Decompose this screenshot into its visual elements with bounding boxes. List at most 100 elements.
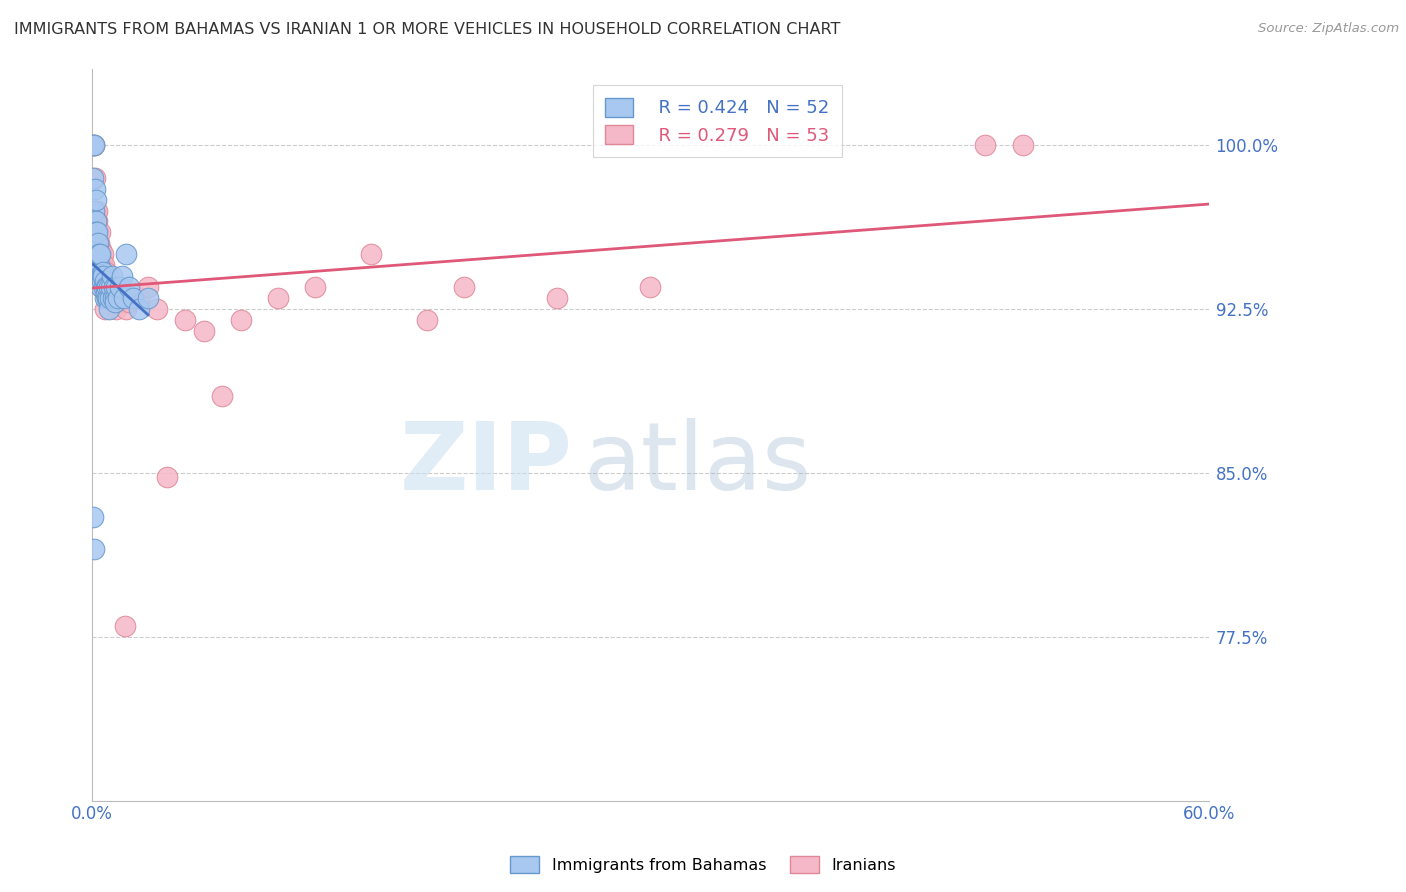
Point [90,247,112,261]
Point [122,291,145,305]
Point [146,301,169,316]
Point [94,273,117,287]
Point [453,280,475,294]
Point [111,291,134,305]
Point [114,301,136,316]
Point [91,252,114,266]
Point [114,247,136,261]
Point [98,280,121,294]
Legend: Immigrants from Bahamas, Iranians: Immigrants from Bahamas, Iranians [503,849,903,880]
Point [229,313,252,327]
Point [107,291,129,305]
Point [108,295,131,310]
Point [111,269,134,284]
Point [103,286,125,301]
Point [89,269,111,284]
Point [155,470,177,484]
Point [100,291,122,305]
Point [97,291,120,305]
Point [98,291,121,305]
Point [91,273,114,287]
Point [83,203,105,218]
Point [93,280,115,294]
Point [101,291,124,305]
Point [100,291,122,305]
Point [97,286,120,301]
Point [84,182,107,196]
Legend:   R = 0.424   N = 52,   R = 0.279   N = 53: R = 0.424 N = 52, R = 0.279 N = 53 [593,85,842,157]
Point [96,280,118,294]
Point [83,138,105,153]
Point [90,269,112,284]
Point [100,269,122,284]
Point [84,193,107,207]
Point [112,291,135,305]
Point [96,291,118,305]
Point [87,236,110,251]
Point [104,295,127,310]
Text: Source: ZipAtlas.com: Source: ZipAtlas.com [1258,22,1399,36]
Point [128,291,150,305]
Point [82,138,104,153]
Point [118,295,141,310]
Point [91,265,114,279]
Point [1011,138,1033,153]
Point [84,214,107,228]
Point [83,138,105,153]
Point [84,203,107,218]
Point [174,313,197,327]
Point [93,269,115,284]
Point [87,236,110,251]
Point [90,280,112,294]
Point [136,291,159,305]
Point [93,258,115,272]
Point [101,295,124,310]
Point [84,170,107,185]
Point [84,226,107,240]
Point [86,226,108,240]
Point [94,265,117,279]
Point [974,138,997,153]
Point [86,236,108,251]
Point [108,280,131,294]
Point [96,280,118,294]
Point [89,247,111,261]
Text: atlas: atlas [583,417,811,510]
Point [93,247,115,261]
Point [546,291,568,305]
Point [105,280,128,294]
Point [97,280,120,294]
Point [360,247,382,261]
Point [90,269,112,284]
Point [640,280,662,294]
Point [97,269,120,284]
Point [90,243,112,257]
Point [94,301,117,316]
Point [87,236,110,251]
Point [87,226,110,240]
Point [118,280,141,294]
Point [83,542,105,557]
Point [94,273,117,287]
Point [114,619,136,633]
Point [82,509,104,524]
Point [104,295,127,310]
Point [90,280,112,294]
Point [94,280,117,294]
Point [86,203,108,218]
Point [267,291,290,305]
Point [86,214,108,228]
Text: ZIP: ZIP [399,417,572,510]
Point [193,324,215,338]
Point [83,138,105,153]
Point [87,247,110,261]
Point [87,258,110,272]
Point [94,291,117,305]
Point [416,313,439,327]
Point [103,280,125,294]
Point [94,286,117,301]
Point [89,226,111,240]
Point [97,301,120,316]
Point [90,273,112,287]
Point [89,247,111,261]
